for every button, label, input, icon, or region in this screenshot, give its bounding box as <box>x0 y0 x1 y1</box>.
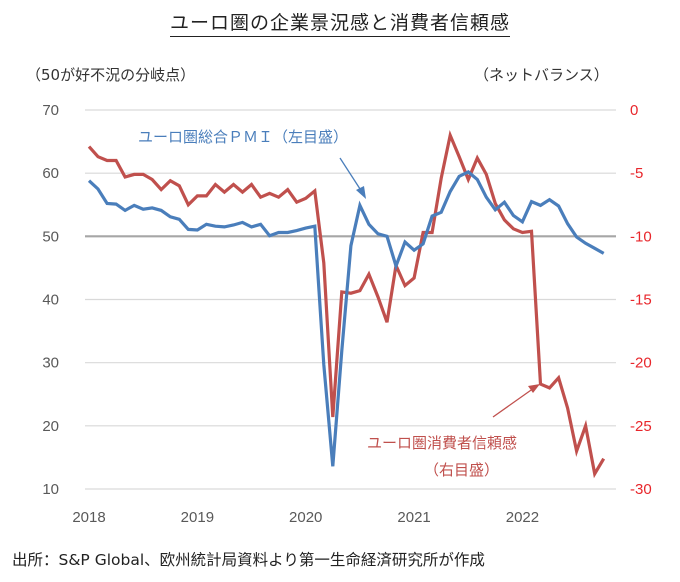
right-tick-label: -10 <box>630 228 652 245</box>
annotations: ユーロ圏総合ＰＭＩ（左目盛） ユーロ圏消費者信頼感 （右目盛） <box>138 128 540 479</box>
source-note: 出所：S&P Global、欧州統計局資料より第一生命経済研究所が作成 <box>12 551 485 569</box>
right-tick-label: -15 <box>630 292 652 309</box>
left-tick-label: 50 <box>42 228 59 245</box>
left-tick-label: 60 <box>42 165 59 182</box>
consumer-series-label-axis: （右目盛） <box>424 461 499 479</box>
pmi-series-label: ユーロ圏総合ＰＭＩ（左目盛） <box>138 128 348 146</box>
consumer-series-label: ユーロ圏消費者信頼感 <box>367 434 517 452</box>
x-tick-label: 2020 <box>289 509 322 526</box>
consumer-arrow-shaft <box>492 387 535 418</box>
x-tick-label: 2019 <box>181 509 214 526</box>
right-tick-label: -20 <box>630 355 652 372</box>
chart-title: ユーロ圏の企業景況感と消費者信頼感 <box>0 8 680 37</box>
left-axis-note: （50が好不況の分岐点） <box>26 66 196 84</box>
axis-ticks: 70 60 50 40 30 20 10 0 -5 -10 -15 -20 -25 -30 2018 2019… <box>42 102 651 526</box>
pmi-arrow-head-icon <box>356 186 366 199</box>
x-tick-label: 2021 <box>397 509 430 526</box>
series-lines <box>87 129 606 479</box>
right-tick-label: 0 <box>630 102 638 119</box>
right-tick-label: -25 <box>630 418 652 435</box>
chart-title-text: ユーロ圏の企業景況感と消費者信頼感 <box>169 12 510 37</box>
left-tick-label: 20 <box>42 418 59 435</box>
left-tick-label: 10 <box>42 481 59 498</box>
x-tick-label: 2018 <box>72 509 105 526</box>
pmi-arrow-shaft <box>339 157 363 193</box>
composite-pmi-line <box>87 170 605 467</box>
gridlines <box>85 109 616 490</box>
x-tick-label: 2022 <box>506 509 539 526</box>
right-axis-note: （ネットバランス） <box>474 66 609 84</box>
consumer-arrow-head-icon <box>528 384 540 393</box>
left-tick-label: 30 <box>42 355 59 372</box>
left-tick-label: 40 <box>42 292 59 309</box>
left-tick-label: 70 <box>42 102 59 119</box>
right-tick-label: -5 <box>630 165 643 182</box>
right-tick-label: -30 <box>630 481 652 498</box>
